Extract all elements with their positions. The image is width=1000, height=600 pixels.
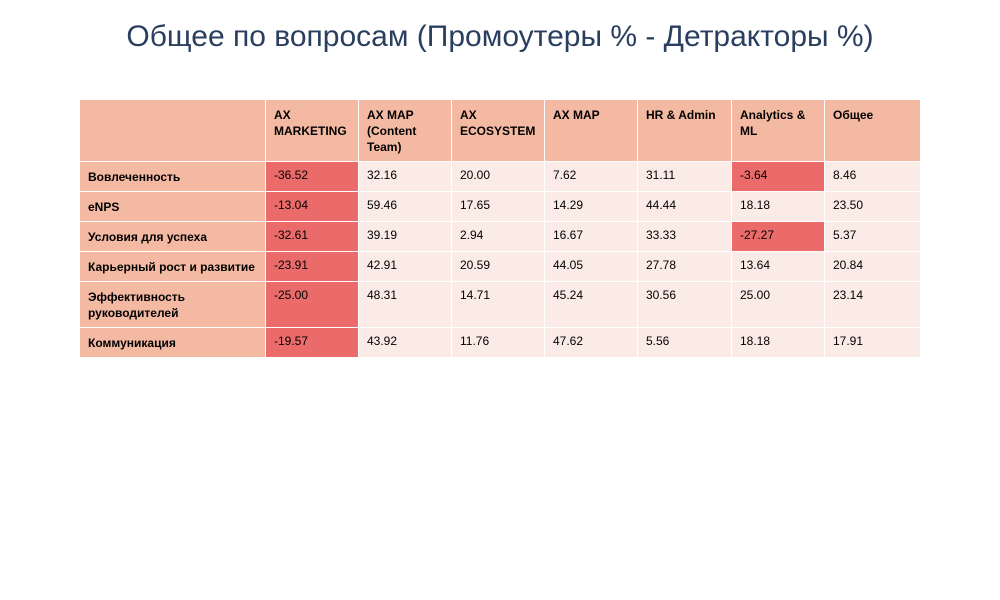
row-label: Коммуникация [80,328,266,358]
header-cell: HR & Admin [638,100,732,162]
table-cell: 48.31 [359,282,452,328]
header-cell: Analytics & ML [732,100,825,162]
table-cell: 23.14 [825,282,921,328]
table-cell: 45.24 [545,282,638,328]
table-cell: 30.56 [638,282,732,328]
table-cell: 25.00 [732,282,825,328]
table-cell: -27.27 [732,222,825,252]
table-cell: -23.91 [266,252,359,282]
row-label: Карьерный рост и развитие [80,252,266,282]
table-cell: 23.50 [825,192,921,222]
header-cell: AX ECOSYSTEM [452,100,545,162]
row-label: Эффективность руководителей [80,282,266,328]
table-cell: 44.05 [545,252,638,282]
table-cell: -25.00 [266,282,359,328]
header-row: AX MARKETING AX MAP (Content Team) AX EC… [80,100,921,162]
table-cell: 39.19 [359,222,452,252]
table-cell: 27.78 [638,252,732,282]
table-cell: 16.67 [545,222,638,252]
table-cell: -32.61 [266,222,359,252]
table-cell: 47.62 [545,328,638,358]
table-cell: 17.91 [825,328,921,358]
table-row: eNPS -13.04 59.46 17.65 14.29 44.44 18.18 23.50 [80,192,921,222]
table-cell: 18.18 [732,192,825,222]
chart-title: Общее по вопросам (Промоутеры % - Детрак… [126,20,874,53]
header-cell: AX MAP [545,100,638,162]
table-row: Карьерный рост и развитие -23.91 42.91 20.5… [80,252,921,282]
row-label: eNPS [80,192,266,222]
table-cell: 20.00 [452,162,545,192]
table-cell: -36.52 [266,162,359,192]
table-row: Эффективность руководителей -25.00 48.31 14… [80,282,921,328]
table-cell: 11.76 [452,328,545,358]
row-label: Вовлеченность [80,162,266,192]
table-row: Вовлеченность -36.52 32.16 20.00 7.62 31.11 -3… [80,162,921,192]
header-cell: AX MAP (Content Team) [359,100,452,162]
table-cell: 32.16 [359,162,452,192]
table-cell: 8.46 [825,162,921,192]
table-cell: 43.92 [359,328,452,358]
table-cell: 5.56 [638,328,732,358]
header-cell [80,100,266,162]
table-row: Условия для успеха -32.61 39.19 2.94 16.67 33… [80,222,921,252]
table-cell: 13.64 [732,252,825,282]
table-row: Коммуникация -19.57 43.92 11.76 47.62 5.56 18.… [80,328,921,358]
heatmap-table: AX MARKETING AX MAP (Content Team) AX EC… [80,100,921,358]
table-cell: 42.91 [359,252,452,282]
table-cell: 33.33 [638,222,732,252]
header-cell: AX MARKETING [266,100,359,162]
table-cell: 20.59 [452,252,545,282]
table-cell: 18.18 [732,328,825,358]
table-cell: 17.65 [452,192,545,222]
header-cell: Общее [825,100,921,162]
table-cell: 14.29 [545,192,638,222]
table-cell: 20.84 [825,252,921,282]
table-cell: 44.44 [638,192,732,222]
row-label: Условия для успеха [80,222,266,252]
table-cell: 5.37 [825,222,921,252]
table-cell: 7.62 [545,162,638,192]
table-cell: -3.64 [732,162,825,192]
table-cell: -19.57 [266,328,359,358]
table-body: Вовлеченность -36.52 32.16 20.00 7.62 31.11 -3… [80,162,921,358]
table-cell: 14.71 [452,282,545,328]
table-cell: 2.94 [452,222,545,252]
table-cell: -13.04 [266,192,359,222]
table-cell: 31.11 [638,162,732,192]
table-cell: 59.46 [359,192,452,222]
